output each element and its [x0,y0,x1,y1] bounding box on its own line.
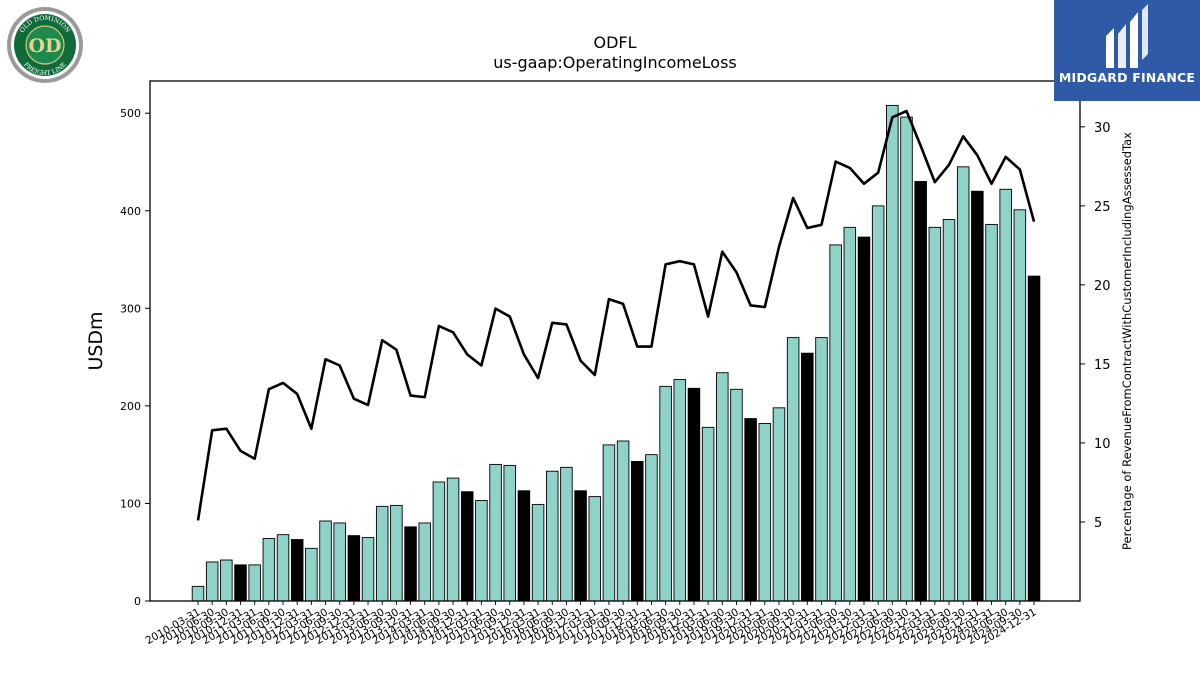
bar [786,337,800,602]
bar [503,464,516,602]
company-logo: OLD DOMINION FREIGHT LINE OD [6,6,84,84]
bar [574,490,587,602]
y2-tick-label: 10 [1094,437,1111,452]
ratio-line [196,109,1036,521]
bar [801,352,814,602]
bar [446,477,460,602]
bar [333,522,346,602]
bar-series [191,104,1041,602]
bar [871,205,885,602]
bar [531,503,545,602]
plot-frame [149,80,1081,602]
brand-name: MIDGARD FINANCE [1058,70,1196,85]
y-tick-label: 100 [120,497,141,510]
bar [546,470,559,602]
y2-axis-label: Percentage of RevenueFromContractWithCus… [1120,132,1134,550]
bar [560,466,573,602]
bar [744,418,757,602]
bar [886,104,899,602]
bar [220,559,233,602]
bar [1027,275,1041,602]
bar [999,188,1012,602]
bar [914,181,927,602]
bar [432,481,446,602]
bar [758,422,772,602]
bar [900,116,913,602]
bar [659,385,672,602]
bar [248,564,261,602]
y2-tick-label: 5 [1094,516,1102,531]
x-axis-ticks: 2010-03-312010-06-302010-09-302010-12-31… [144,601,1039,647]
brand-mark-icon [1106,4,1148,68]
bar [772,407,786,602]
bar [829,244,842,602]
bar [716,372,729,602]
bar [319,520,332,602]
bar [262,538,276,602]
bar [205,561,219,602]
bar [645,454,658,602]
bar [942,219,956,602]
y-tick-label: 300 [120,302,141,315]
bar [390,504,403,602]
y2-tick-label: 20 [1094,279,1111,294]
bar [928,226,942,602]
bar [673,379,687,602]
y-tick-label: 0 [134,595,141,608]
y2-tick-label: 30 [1094,121,1111,136]
bar [687,387,701,602]
bar [517,490,531,602]
bar [956,166,970,602]
bar [290,539,304,602]
bar [361,537,375,602]
bar [191,585,205,602]
bar [971,190,984,602]
bar [418,522,431,602]
bar [1013,209,1027,602]
bar [602,444,616,602]
y-tick-label: 400 [120,205,141,218]
bar [460,491,474,602]
bar [375,505,389,602]
bar [631,461,644,602]
bar [475,500,488,602]
bar [305,547,318,602]
brand-logo: MIDGARD FINANCE [1054,0,1200,101]
bar [588,496,602,602]
y-axis-label: USDm [85,311,107,370]
y-axis-ticks: 0 100 200 300 400 500 [120,107,150,608]
bar [985,223,998,602]
chart-subtitle: us-gaap:OperatingIncomeLoss [493,53,737,72]
y-tick-label: 500 [120,107,141,120]
bar [701,426,715,602]
bar [404,526,417,602]
y2-tick-label: 25 [1094,200,1111,215]
bar [276,534,290,602]
bar [843,226,857,602]
bar [815,337,828,602]
y2-tick-label: 15 [1094,358,1111,373]
bar [857,236,871,602]
y2-axis-ticks: 5 10 15 20 25 30 [1080,121,1111,531]
bar [234,564,247,602]
bar [347,535,361,602]
bar [489,463,502,602]
bar [730,388,743,602]
y-tick-label: 200 [120,400,141,413]
bar [616,440,630,602]
logo-monogram: OD [28,35,61,57]
chart-title: ODFL [593,33,637,52]
